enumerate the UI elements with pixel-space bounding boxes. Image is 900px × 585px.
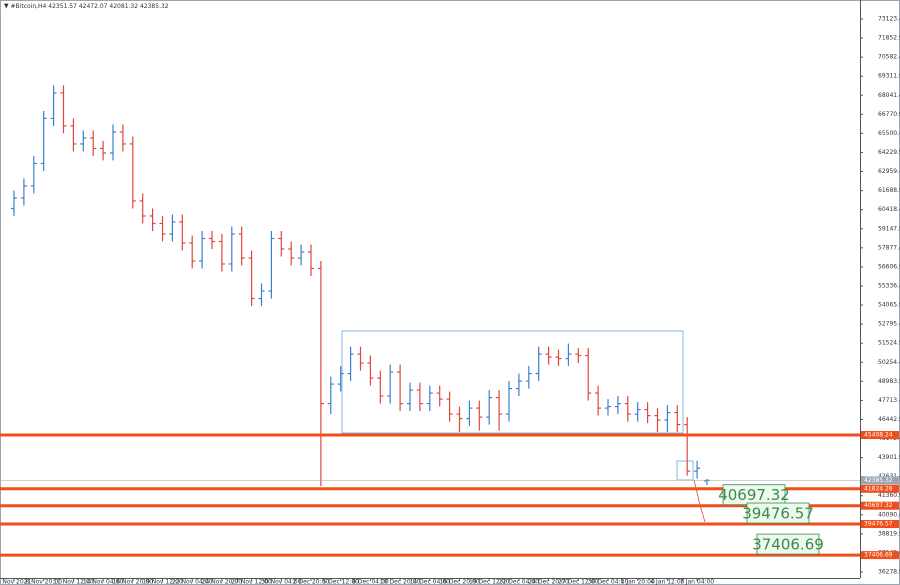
symbol: #Bitcoin,H4: [11, 3, 47, 10]
x-tick-label: 19 Dec 12:00: [469, 579, 510, 585]
header: ▼ #Bitcoin,H4 42351.57 42472.07 42081.32…: [4, 3, 169, 10]
x-tick-label: 19 Nov 12:00: [142, 579, 183, 585]
x-tick-label: 14 Dec 04:00: [410, 579, 451, 585]
x-tick-label: 30 Nov 04:00: [261, 579, 302, 585]
level-annotation-box: [756, 533, 820, 555]
x-tick-label: 14 Nov 04:00: [83, 579, 124, 585]
level-annotation: 37406.69: [752, 536, 824, 554]
level-label: 40697.32: [864, 502, 893, 509]
x-tick-label: 22 Nov 04:00: [172, 579, 213, 585]
level-label: 41824.28: [864, 485, 893, 492]
level-label: 37406.69: [864, 552, 893, 559]
x-tick-label: 24 Nov 20:00: [202, 579, 243, 585]
range-box: [341, 330, 684, 434]
y-tick-label: 43901.90: [878, 454, 900, 461]
y-tick-label: 46442.90: [878, 416, 900, 423]
open: 42351.57: [48, 3, 77, 10]
y-tick-label: 71852.90: [878, 35, 900, 42]
x-tick-label: 16 Nov 20:00: [113, 579, 154, 585]
level-label: 45408.24: [864, 431, 893, 438]
current-price-label: 42385.32: [864, 477, 893, 484]
x-tick-label: 1 Jan 20:00: [621, 579, 655, 585]
x-tick-label: 8 Nov 20:00: [25, 579, 62, 585]
level-tag: [861, 501, 899, 510]
level-label: 39476.57: [864, 521, 893, 528]
level-tag: [861, 551, 899, 560]
y-tick-label: 52795.40: [878, 321, 900, 328]
y-tick-label: 51524.90: [878, 340, 900, 347]
x-tick-label: 4 Jan 12:00: [650, 579, 684, 585]
y-tick-label: 65500.40: [878, 130, 900, 137]
y-tick-label: 57877.40: [878, 244, 900, 251]
y-tick-label: 48983.90: [878, 378, 900, 385]
level-tag: [861, 520, 899, 529]
current-price-tag: [861, 476, 899, 485]
y-tick-label: 54065.90: [878, 302, 900, 309]
x-tick-label: 24 Dec 20:00: [528, 579, 569, 585]
x-tick-label: 16 Dec 20:00: [439, 579, 480, 585]
x-tick-label: 2 Dec 20:00: [293, 579, 330, 585]
y-tick-label: 47713.40: [878, 397, 900, 404]
y-tick-label: 40090.40: [878, 511, 900, 518]
level-annotation: 40697.32: [718, 486, 790, 504]
x-tick-label: 22 Dec 04:00: [499, 579, 540, 585]
x-tick-label: 30 Dec 04:00: [588, 579, 629, 585]
y-tick-label: 41360.90: [878, 492, 900, 499]
y-tick-label: 61688.90: [878, 187, 900, 194]
y-tick-label: 70582.40: [878, 54, 900, 61]
x-tick-label: 8 Dec 04:00: [352, 579, 389, 585]
low: 42081.32: [109, 3, 138, 10]
x-tick-label: 10 Dec 20:00: [380, 579, 421, 585]
x-tick-label: 6 Nov 2021: [0, 579, 31, 585]
y-tick-label: 60418.40: [878, 206, 900, 213]
y-tick-label: 64229.90: [878, 149, 900, 156]
x-tick-label: 27 Nov 12:00: [231, 579, 272, 585]
y-tick-label: 69311.90: [878, 73, 900, 80]
small-box: [676, 460, 694, 481]
level-tag: [861, 430, 899, 439]
level-annotation: 39476.57: [742, 505, 814, 523]
y-tick-label: 62959.40: [878, 168, 900, 175]
y-tick-label: 36278.90: [878, 569, 900, 576]
level-annotation-box: [746, 502, 810, 524]
level-tag: [861, 484, 899, 493]
y-tick-label: 68041.40: [878, 92, 900, 99]
y-tick-label: 50254.40: [878, 359, 900, 366]
y-tick-label: 55336.40: [878, 282, 900, 289]
y-tick-label: 73123.40: [878, 15, 900, 22]
x-tick-label: 11 Nov 12:00: [53, 579, 94, 585]
y-tick-label: 56606.90: [878, 263, 900, 270]
x-tick-label: 5 Dec 12:00: [322, 579, 359, 585]
x-tick-label: 7 Jan 04:00: [680, 579, 714, 585]
y-tick-label: 38819.90: [878, 530, 900, 537]
y-tick-label: 59147.90: [878, 225, 900, 232]
x-tick-label: 27 Dec 12:00: [558, 579, 599, 585]
high: 42472.07: [79, 3, 108, 10]
y-tick-label: 66770.90: [878, 111, 900, 118]
close: 42385.32: [140, 3, 169, 10]
